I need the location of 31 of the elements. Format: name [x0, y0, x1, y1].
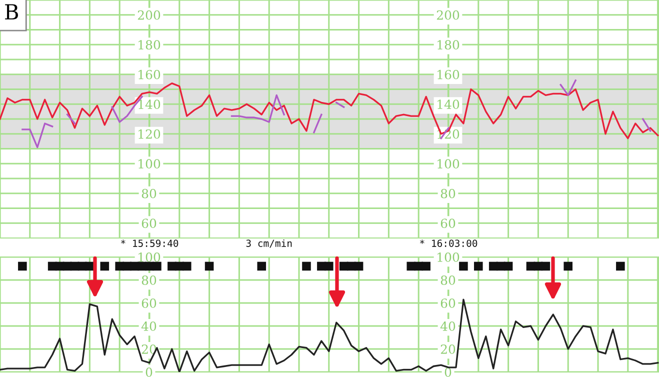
y2-tick-label: 60: [440, 218, 456, 228]
y-tick-label: 100: [138, 159, 160, 169]
y-tick-label: 80: [142, 275, 156, 285]
y2-tick-label: 0: [444, 367, 452, 377]
y-tick-label: 40: [141, 321, 156, 331]
y2-tick-label: 80: [440, 188, 456, 198]
x-tick-label: * 15:59:40: [121, 240, 178, 247]
y2-tick-label: 160: [438, 70, 460, 80]
y-tick-label: 160: [138, 70, 160, 80]
x-tick-label: * 16:03:00: [420, 240, 478, 247]
y-tick-label: 200: [138, 10, 160, 20]
y-tick-label: 140: [138, 100, 160, 110]
y-tick-label: 100: [138, 252, 160, 262]
y-tick-label: 180: [138, 40, 160, 50]
y2-tick-label: 100: [438, 159, 460, 169]
y2-tick-label: 140: [438, 100, 460, 110]
y-tick-label: 60: [142, 218, 156, 228]
x-tick-label: 3 cm/min: [246, 239, 292, 248]
y2-tick-label: 100: [438, 252, 460, 262]
y-tick-label: 0: [146, 367, 152, 377]
y2-tick-label: 40: [440, 321, 456, 331]
line-series: [0, 82, 659, 140]
y2-tick-label: 180: [438, 40, 460, 50]
y-tick-label: 80: [142, 188, 156, 198]
y2-tick-label: 20: [440, 344, 456, 354]
y-tick-label: 120: [138, 129, 160, 139]
chart-title: B: [5, 4, 18, 20]
y2-tick-label: 60: [440, 298, 456, 308]
y-tick-label: 60: [142, 298, 156, 308]
y2-tick-label: 80: [440, 275, 456, 285]
y2-tick-label: 200: [436, 10, 460, 20]
